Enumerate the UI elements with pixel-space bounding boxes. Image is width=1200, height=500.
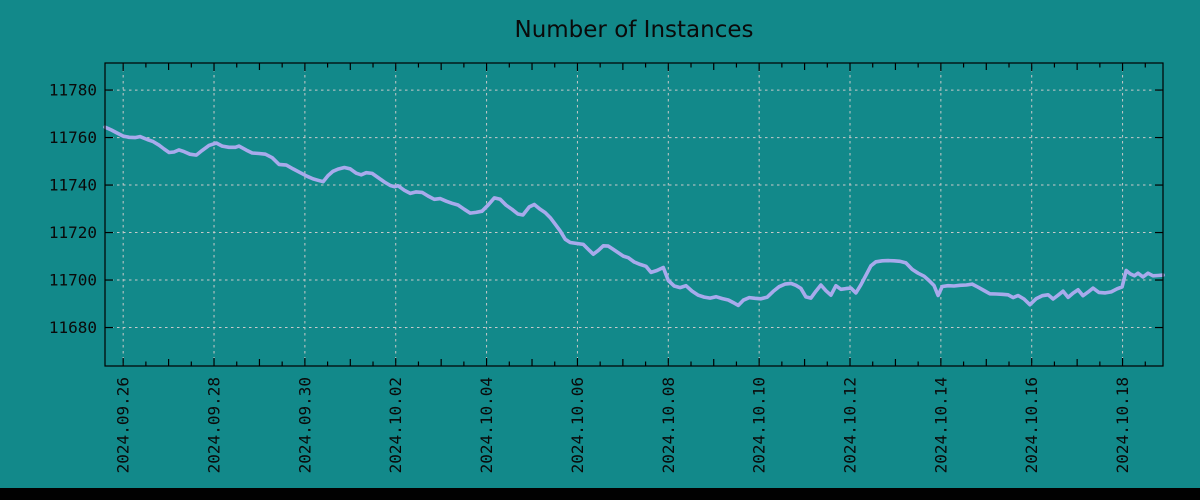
x-tick-label: 2024.10.02 <box>386 377 405 473</box>
x-tick-label: 2024.10.06 <box>568 377 587 473</box>
chart-title: Number of Instances <box>515 17 754 43</box>
x-tick-label: 2024.09.26 <box>114 377 133 473</box>
x-tick-label: 2024.09.30 <box>295 377 314 473</box>
x-tick-label: 2024.10.08 <box>659 377 678 473</box>
x-tick-label: 2024.10.18 <box>1113 377 1132 473</box>
y-tick-label: 11740 <box>49 176 97 195</box>
y-tick-label: 11680 <box>49 318 97 337</box>
grid-layer <box>105 63 1163 366</box>
plot-border <box>104 62 1164 367</box>
y-tick-label: 11720 <box>49 223 97 242</box>
y-tick-label: 11760 <box>49 128 97 147</box>
x-tick-label: 2024.10.04 <box>477 377 496 473</box>
tick-labels-layer: 11680 11700 11720 11740 11760 11780 2024.09.26… <box>49 81 1132 474</box>
x-tick-label: 2024.10.12 <box>841 377 860 473</box>
y-tick-label: 11700 <box>49 271 97 290</box>
bottom-bar <box>0 488 1200 500</box>
y-tick-label: 11780 <box>49 81 97 100</box>
axes-layer <box>104 62 1164 367</box>
x-tick-label: 2024.10.10 <box>750 377 769 473</box>
x-tick-label: 2024.10.14 <box>931 377 950 473</box>
x-tick-label: 2024.10.16 <box>1022 377 1041 473</box>
x-tick-label: 2024.09.28 <box>205 377 224 473</box>
series-layer <box>103 125 1165 308</box>
data-line <box>103 125 1165 308</box>
